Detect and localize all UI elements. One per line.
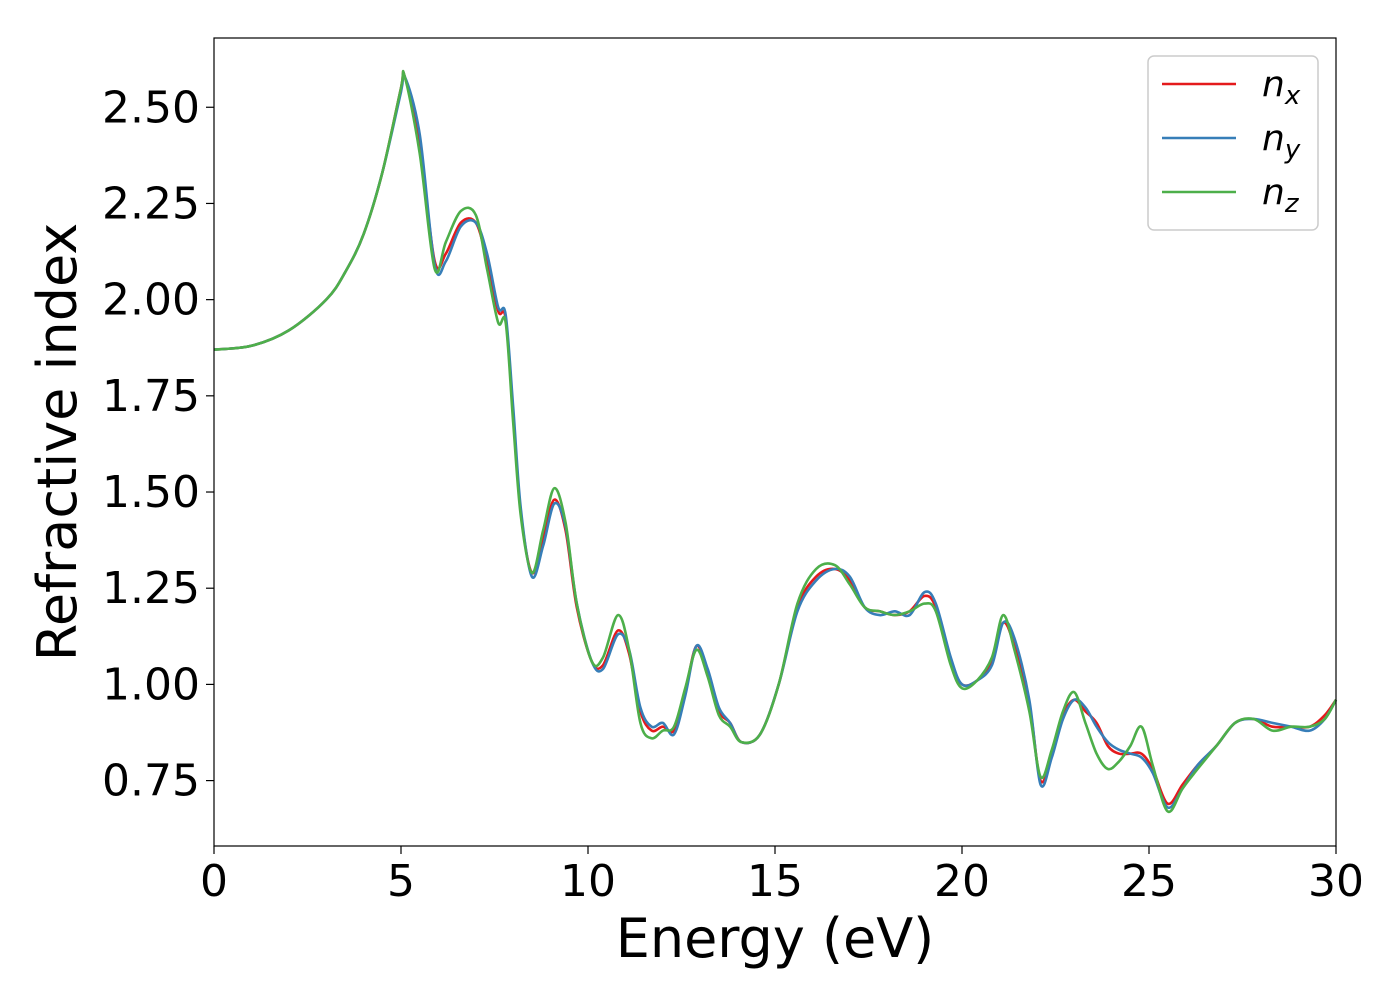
y-tick-label: 1.50 xyxy=(102,467,200,518)
series-layer xyxy=(213,69,1338,814)
y-axis-ticks: 0.75 1.00 1.25 1.50 1.75 2.00 2.25 2.50 xyxy=(102,82,214,807)
x-axis-title: Energy (eV) xyxy=(616,907,935,970)
x-tick-label: 15 xyxy=(747,856,803,907)
y-tick-label: 1.75 xyxy=(102,371,200,422)
y-axis-title: Refractive index xyxy=(26,223,89,662)
y-tick-label: 1.25 xyxy=(102,563,200,614)
legend-label-n_y: ny xyxy=(1262,118,1301,165)
x-tick-label: 10 xyxy=(560,856,616,907)
legend: nx ny nz xyxy=(1147,55,1319,231)
y-tick-label: 1.00 xyxy=(102,659,200,710)
y-tick-label: 0.75 xyxy=(102,756,200,807)
x-tick-label: 25 xyxy=(1121,856,1177,907)
x-tick-label: 5 xyxy=(387,856,415,907)
x-axis-ticks: 0 5 10 15 20 25 30 xyxy=(200,846,1364,907)
x-tick-label: 0 xyxy=(200,856,228,907)
legend-label-n_z: nz xyxy=(1262,172,1300,219)
legend-label-n_x: nx xyxy=(1262,64,1301,111)
series-line-n_z xyxy=(213,69,1338,814)
x-tick-label: 30 xyxy=(1308,856,1364,907)
y-tick-label: 2.50 xyxy=(102,82,200,133)
legend-box xyxy=(1147,55,1319,231)
x-tick-label: 20 xyxy=(934,856,990,907)
y-tick-label: 2.25 xyxy=(102,178,200,229)
y-tick-label: 2.00 xyxy=(102,275,200,326)
